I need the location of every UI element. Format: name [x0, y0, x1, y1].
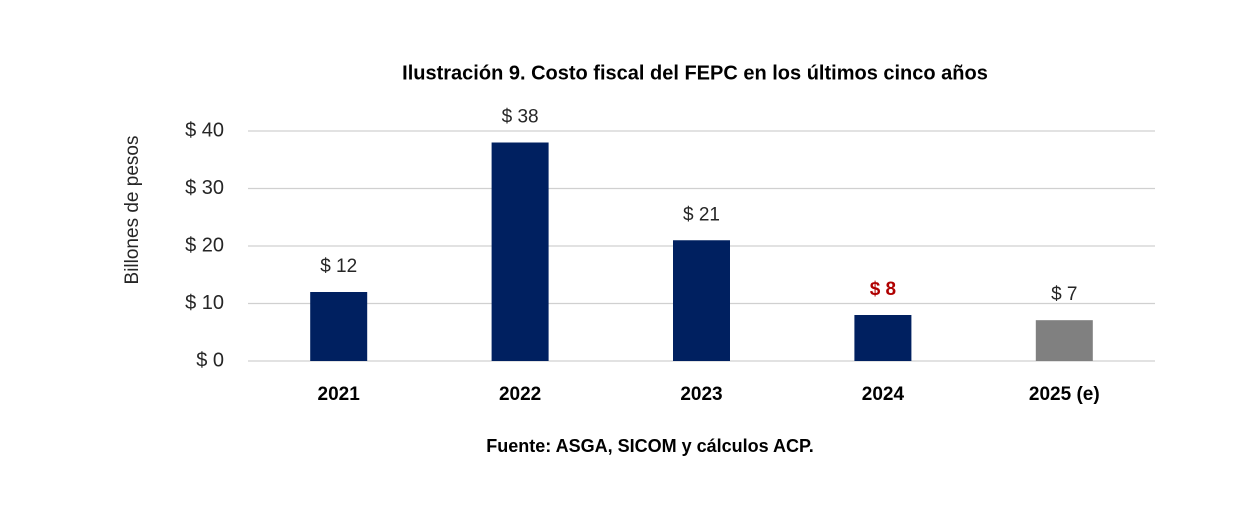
bar	[673, 240, 730, 361]
value-label: $ 7	[1051, 284, 1077, 305]
y-tick-label: $ 0	[196, 349, 224, 371]
x-tick-label: 2023	[680, 384, 722, 405]
y-tick-label: $ 20	[185, 234, 224, 256]
source-note: Fuente: ASGA, SICOM y cálculos ACP.	[486, 436, 813, 456]
x-tick-label: 2021	[318, 384, 361, 405]
bar	[854, 315, 912, 361]
bar	[310, 292, 368, 361]
y-tick-label: $ 40	[185, 119, 224, 141]
chart-title: Ilustración 9. Costo fiscal del FEPC en …	[402, 62, 988, 84]
x-tick-label: 2022	[499, 384, 541, 405]
x-tick-label: 2025 (e)	[1029, 384, 1100, 405]
bar	[491, 142, 549, 361]
y-tick-label: $ 30	[185, 177, 224, 199]
y-axis-label: Billones de pesos	[122, 136, 143, 285]
value-label: $ 12	[320, 256, 357, 277]
value-label: $ 21	[683, 204, 720, 225]
bar	[1035, 320, 1093, 361]
value-label: $ 38	[502, 107, 539, 128]
x-tick-label: 2024	[862, 384, 905, 405]
y-tick-label: $ 10	[185, 292, 224, 314]
value-label: $ 8	[870, 279, 896, 300]
